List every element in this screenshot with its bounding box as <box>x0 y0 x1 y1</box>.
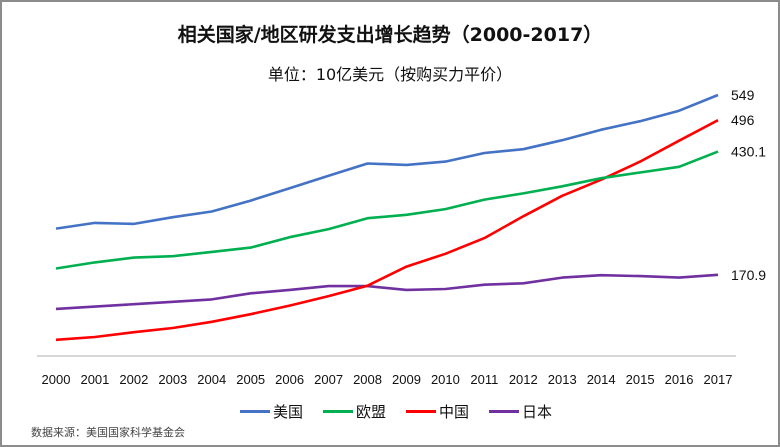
x-tick-label: 2003 <box>158 372 187 387</box>
x-tick-label: 2005 <box>236 372 265 387</box>
x-tick-label: 2001 <box>80 372 109 387</box>
legend: 美国 欧盟 中国 日本 <box>240 401 552 422</box>
x-tick-label: 2017 <box>704 372 733 387</box>
end-value-label: 549 <box>731 87 755 103</box>
x-tick-label: 2009 <box>392 372 421 387</box>
x-tick-label: 2010 <box>431 372 460 387</box>
x-tick-label: 2000 <box>42 372 71 387</box>
series-line-2 <box>55 119 719 342</box>
x-tick-label: 2002 <box>119 372 148 387</box>
legend-item: 美国 <box>240 401 303 422</box>
x-tick-label: 2006 <box>275 372 304 387</box>
legend-swatch <box>323 410 354 413</box>
chart-title: 相关国家/地区研发支出增长趋势（2000-2017） <box>177 24 603 46</box>
legend-item: 中国 <box>406 401 469 422</box>
x-tick-label: 2008 <box>353 372 382 387</box>
x-tick-label: 2012 <box>509 372 538 387</box>
x-tick-label: 2007 <box>314 372 343 387</box>
legend-label: 美国 <box>273 403 304 421</box>
series-line-0 <box>55 93 719 230</box>
legend-item: 欧盟 <box>323 401 386 422</box>
legend-swatch <box>406 410 437 413</box>
legend-label: 中国 <box>439 403 470 421</box>
legend-label: 日本 <box>522 403 553 421</box>
chart-subtitle: 单位：10亿美元（按购买力平价） <box>267 65 513 84</box>
legend-swatch <box>240 410 270 413</box>
x-tick-label: 2016 <box>665 372 694 387</box>
x-tick-label: 2004 <box>197 372 226 387</box>
x-tick-label: 2014 <box>587 372 616 387</box>
x-tick-label: 2015 <box>626 372 655 387</box>
x-tick-label: 2011 <box>470 372 498 387</box>
end-value-label: 170.9 <box>731 267 766 283</box>
legend-label: 欧盟 <box>356 403 387 421</box>
end-value-label: 430.1 <box>731 144 766 160</box>
series-line-1 <box>55 150 719 270</box>
legend-swatch <box>489 410 520 413</box>
source-note: 数据来源：美国国家科学基金会 <box>31 426 185 439</box>
x-tick-label: 2013 <box>548 372 577 387</box>
legend-item: 日本 <box>489 401 552 422</box>
series-line-3 <box>55 273 719 311</box>
end-value-label: 496 <box>731 112 755 128</box>
